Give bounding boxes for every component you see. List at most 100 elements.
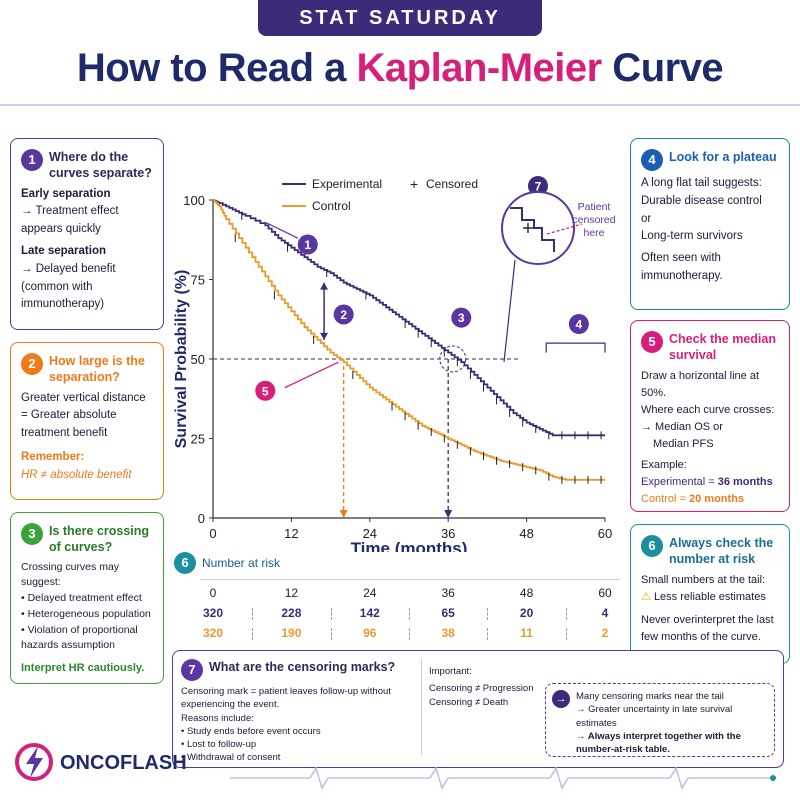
experimental-curve: [213, 199, 605, 437]
risk-time-cell: 60: [598, 586, 612, 600]
warning-line: ⚠ Less reliable estimates: [641, 590, 766, 603]
separation-text: Greater vertical distance = Greater abso…: [21, 391, 146, 440]
callout-5-circle: [255, 380, 276, 401]
risk-control-cell: 11: [520, 626, 533, 640]
median-line: Draw a horizontal line at 50%.: [641, 369, 760, 399]
step-number: 5: [641, 331, 663, 353]
censoring-definition: Censoring mark = patient leaves follow-u…: [181, 686, 391, 711]
list-item: Lost to follow-up: [181, 738, 421, 751]
legend-label-control: Control: [312, 199, 351, 213]
arrow-down-icon: [320, 332, 329, 340]
y-tick-label: 50: [191, 352, 205, 367]
step-number: 4: [641, 149, 663, 171]
median-line: Where each curve crosses:: [641, 403, 775, 416]
inset-label: Patient: [578, 201, 611, 213]
card-heading: How large is the separation?: [49, 354, 145, 385]
plateau-line: Durable disease control: [641, 194, 762, 207]
median-line: Median PFS: [653, 437, 714, 450]
step-number: 1: [21, 149, 43, 171]
step-number: 6: [174, 552, 196, 574]
risk-experimental-cell: 4: [601, 606, 609, 620]
card-separation-size: 2 How large is the separation? Greater ve…: [10, 342, 164, 500]
step-number: 2: [21, 353, 43, 375]
card-plateau: 4 Look for a plateau A long flat tail sug…: [630, 138, 790, 310]
callout-5: 5: [262, 384, 269, 398]
inset-pointer: [546, 223, 583, 235]
list-item: Heterogeneous population: [21, 607, 155, 623]
card-heading: Look for a plateau: [669, 150, 777, 164]
ecg-decoration: [230, 766, 776, 790]
risk-experimental-cell: 228: [281, 606, 302, 620]
tip-line: → Always interpret together with the num…: [576, 730, 741, 756]
y-axis-label: Survival Probability (%): [173, 270, 190, 449]
risk-control-cell: 320: [202, 626, 224, 640]
logo-icon: [15, 743, 53, 781]
callout-2-circle: [333, 304, 354, 325]
callout-4: 4: [576, 318, 583, 332]
callout-1-line: [265, 221, 299, 239]
risk-experimental-cell: 320: [202, 606, 224, 620]
plateau-line: Long-term survivors: [641, 230, 743, 243]
risk-experimental-cell: 65: [441, 606, 455, 620]
list-item: Violation of proportional hazards assump…: [21, 623, 155, 655]
risk-time-cell: 24: [363, 586, 377, 600]
plateau-bracket: [545, 342, 606, 353]
list-item: Study ends before event occurs: [181, 725, 421, 738]
inset-label: censored: [572, 214, 615, 226]
callout-4-circle: [568, 314, 589, 335]
step-number: 6: [641, 535, 663, 557]
example-label: Example:: [641, 458, 687, 471]
risk-separator: [330, 608, 332, 620]
overinterpret-note: Never overinterpret the last few months …: [641, 613, 774, 643]
risk-divider: [200, 579, 620, 580]
callout-7-circle: [528, 176, 548, 196]
card-censoring-marks: 7 What are the censoring marks? Censoring…: [172, 650, 784, 768]
inset-label: here: [583, 227, 604, 239]
hr-note: HR ≠ absolute benefit: [21, 468, 132, 481]
callout-3-circle: [451, 307, 472, 328]
risk-separator: [252, 628, 254, 640]
tip-line: → Greater uncertainty in late survival e…: [576, 704, 733, 729]
callout-5-line: [284, 361, 339, 389]
late-separation-text: → Delayed benefit (common with immunothe…: [21, 262, 116, 311]
risk-separator: [409, 608, 410, 620]
card-heading: Check the median survival: [669, 332, 776, 363]
y-tick-label: 25: [191, 432, 205, 447]
risk-separator: [409, 628, 410, 640]
important-item: Censoring ≠ Death: [429, 696, 509, 708]
important-item: Censoring ≠ Progression: [429, 683, 534, 695]
censor-plus-icon: +: [410, 176, 418, 192]
card-number-at-risk: 6 Always check the number at risk Small n…: [630, 524, 790, 664]
step-number: 7: [181, 659, 203, 681]
reasons-label: Reasons include:: [181, 712, 254, 724]
inset-connector: [503, 259, 516, 363]
card-heading: What are the censoring marks?: [209, 660, 396, 674]
risk-control-cell: 96: [363, 626, 377, 640]
censoring-reasons: Study ends before event occurs Lost to f…: [181, 725, 421, 765]
risk-separator: [565, 628, 567, 640]
list-item: Withdrawal of consent: [181, 751, 421, 764]
arrow-up-icon: [320, 282, 329, 290]
warning-icon: ⚠: [641, 590, 651, 603]
magnified-curve: [510, 207, 555, 252]
callout-1-circle: [297, 234, 318, 255]
y-tick-label: 100: [183, 193, 205, 208]
important-label: Important:: [429, 666, 472, 677]
tail-tip-box: → Many censoring marks near the tail → G…: [545, 683, 775, 757]
risk-time-cell: 48: [519, 586, 534, 600]
risk-control-cell: 38: [441, 626, 455, 640]
logo-text: ONCOFLASH: [60, 752, 187, 774]
risk-experimental-cell: 142: [359, 606, 380, 620]
risk-time-cell: 0: [209, 586, 217, 600]
crossing-footer: Interpret HR cautiously.: [21, 662, 145, 674]
early-separation-text: → Treatment effect appears quickly: [21, 205, 119, 236]
callout-1: 1: [304, 238, 311, 252]
legend-label-censored: Censored: [426, 177, 478, 191]
arrow-down-icon: [339, 510, 348, 518]
experimental-median: Experimental = 36 months: [641, 475, 773, 488]
plateau-line: Often seen with immunotherapy.: [641, 252, 723, 283]
callout-2: 2: [340, 308, 347, 322]
risk-separator: [487, 628, 489, 640]
arrow-icon: →: [552, 690, 570, 708]
